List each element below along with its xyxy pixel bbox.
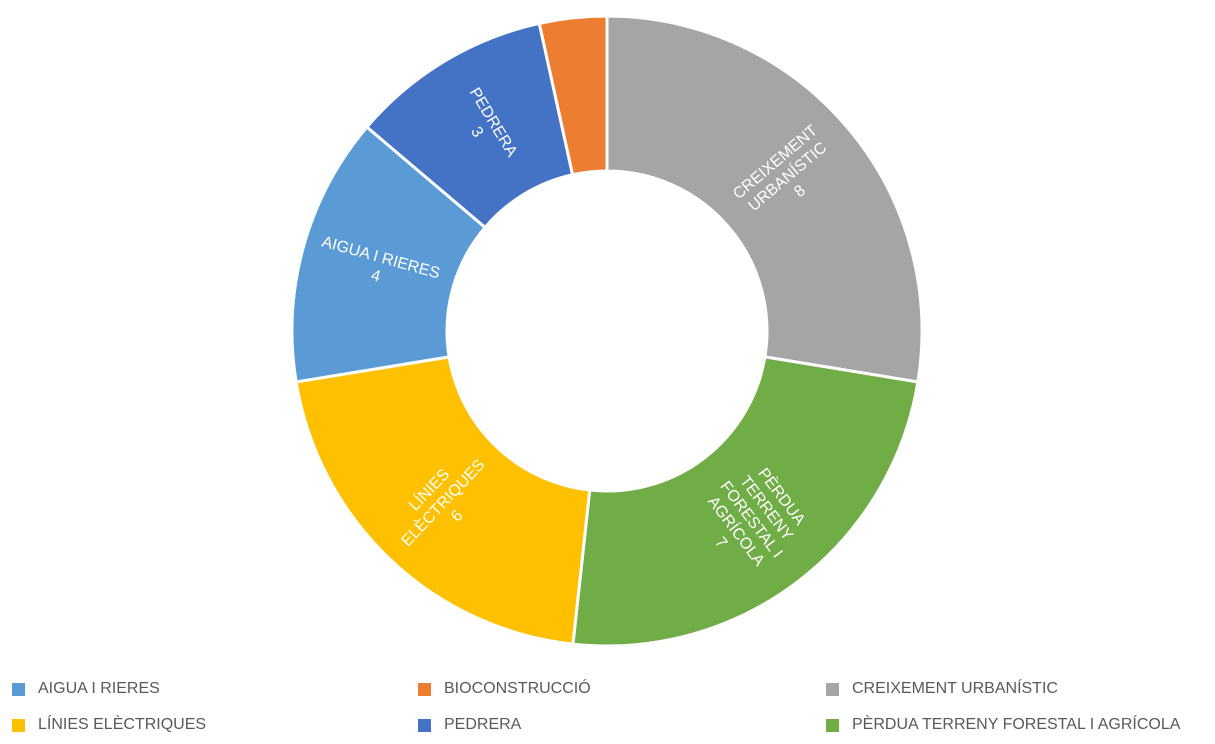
slice-linies-electriques — [294, 355, 592, 646]
legend-swatch — [418, 682, 431, 696]
doughnut-chart: CREIXEMENT URBANÍSTIC 8 PÈRDUA TERRENY FOREST… — [290, 14, 924, 648]
slice-bioconstruccio — [537, 14, 609, 177]
legend-label: CREIXEMENT URBANÍSTIC — [852, 680, 1058, 697]
legend-item-bioconstruccio: BIOCONSTRUCCIÓ — [418, 678, 591, 700]
legend-swatch — [826, 682, 839, 696]
doughnut-chart-svg: CREIXEMENTURBANÍSTIC8PÈRDUATERRENYFOREST… — [290, 14, 924, 648]
slice-aigua-i-rieres — [290, 124, 488, 384]
legend-item-linies-electriques: LÍNIES ELÈCTRIQUES — [12, 714, 206, 736]
legend-swatch — [12, 682, 25, 696]
chart-legend: AIGUA I RIERES BIOCONSTRUCCIÓ CREIXEMENT… — [0, 670, 1215, 744]
legend-label: PÈRDUA TERRENY FORESTAL I AGRÍCOLA — [852, 716, 1181, 733]
legend-item-creixement-urbanistic: CREIXEMENT URBANÍSTIC — [826, 678, 1058, 700]
legend-swatch — [12, 718, 25, 732]
slices-layer — [290, 14, 924, 648]
slice-perdua-terreny-forestal-i-agricola — [571, 355, 920, 648]
legend-label: LÍNIES ELÈCTRIQUES — [38, 716, 207, 733]
slice-creixement-urbanistic — [605, 14, 924, 384]
legend-swatch — [826, 718, 839, 732]
legend-label: AIGUA I RIERES — [38, 680, 160, 697]
legend-item-aigua-i-rieres: AIGUA I RIERES — [12, 678, 160, 700]
legend-item-perdua-terreny: PÈRDUA TERRENY FORESTAL I AGRÍCOLA — [826, 714, 1180, 736]
legend-item-pedrera: PEDRERA — [418, 714, 521, 736]
legend-label: BIOCONSTRUCCIÓ — [444, 680, 591, 697]
legend-label: PEDRERA — [444, 716, 522, 733]
legend-swatch — [418, 718, 431, 732]
